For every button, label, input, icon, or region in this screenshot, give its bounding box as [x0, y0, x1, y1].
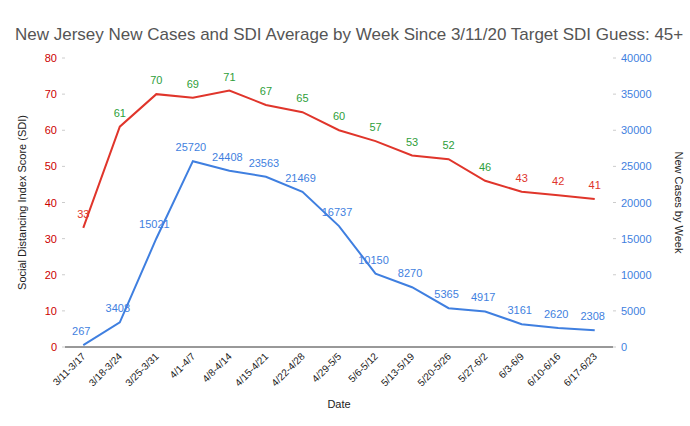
y-tick-label: 40 — [45, 197, 57, 209]
data-label: 24408 — [212, 151, 243, 163]
y2-tick-label: 30000 — [621, 124, 652, 136]
data-label: 46 — [479, 161, 491, 173]
data-label: 70 — [150, 74, 162, 86]
tick-mark — [613, 58, 616, 59]
tick-mark — [62, 166, 65, 167]
y2-tick-label: 15000 — [621, 233, 652, 245]
tick-mark — [613, 347, 616, 348]
x-axis-title: Date — [327, 398, 350, 410]
y2-tick-label: 5000 — [621, 305, 645, 317]
series-line — [83, 91, 594, 228]
y-tick-label: 0 — [51, 341, 57, 353]
tick-mark — [613, 166, 616, 167]
data-label: 71 — [223, 71, 235, 83]
data-label: 21469 — [285, 172, 316, 184]
tick-mark — [613, 238, 616, 239]
x-tick-label: 5/6-5/12 — [346, 350, 380, 384]
data-label: 65 — [296, 92, 308, 104]
y2-tick-label: 40000 — [621, 52, 652, 64]
tick-mark — [62, 130, 65, 131]
x-tick-label: 4/29-5/5 — [310, 350, 344, 384]
x-tick-label: 3/11-3/17 — [51, 350, 88, 387]
series-line — [83, 161, 594, 345]
y-axis-title: Social Distancing Index Score (SDI) — [16, 115, 28, 290]
data-label: 61 — [114, 107, 126, 119]
data-label: 33 — [77, 208, 89, 220]
data-labels: 33 61 70 69 71 67 65 60 57 53 52 46 43 42 41 267 3408 150… — [72, 71, 605, 338]
x-tick-label: 6/3-6/9 — [496, 350, 526, 380]
x-tick-label: 5/13-5/19 — [379, 350, 417, 388]
data-label: 53 — [406, 136, 418, 148]
data-label: 15021 — [139, 218, 170, 230]
y-tick-label: 70 — [45, 88, 57, 100]
chart: New Jersey New Cases and SDI Average by … — [0, 0, 690, 426]
x-tick-label: 4/15-4/21 — [233, 350, 271, 388]
x-tick-label: 4/22-4/28 — [269, 350, 307, 388]
tick-mark — [613, 274, 616, 275]
y2-tick-label: 10000 — [621, 269, 652, 281]
y2-tick-label: 0 — [621, 341, 627, 353]
y-tick-label: 80 — [45, 52, 57, 64]
data-label: 10150 — [358, 254, 389, 266]
title: New Jersey New Cases and SDI Average by … — [15, 25, 683, 44]
tick-mark — [62, 58, 65, 59]
data-label: 25720 — [176, 141, 207, 153]
x-axis — [65, 347, 613, 348]
data-label: 23563 — [249, 157, 280, 169]
x-tick-label: 6/10-6/16 — [525, 350, 563, 388]
data-label: 41 — [589, 179, 601, 191]
data-label: 2308 — [580, 310, 604, 322]
tick-mark — [62, 94, 65, 95]
data-label: 4917 — [471, 291, 495, 303]
x-tick-label: 6/17-6/23 — [561, 350, 599, 388]
data-label: 69 — [187, 78, 199, 90]
y-tick-label: 20 — [45, 269, 57, 281]
x-tick-label: 5/20-5/26 — [415, 350, 453, 388]
data-label: 67 — [260, 85, 272, 97]
tick-mark — [62, 238, 65, 239]
data-label: 3161 — [507, 304, 531, 316]
tick-mark — [613, 310, 616, 311]
data-label: 60 — [333, 110, 345, 122]
tick-mark — [613, 202, 616, 203]
data-label: 52 — [442, 139, 454, 151]
x-tick-label: 5/27-6/2 — [456, 350, 490, 384]
x-tick-label: 3/18-3/24 — [87, 350, 125, 388]
data-label: 267 — [72, 325, 90, 337]
y2-tick-label: 20000 — [621, 197, 652, 209]
y-tick-label: 10 — [45, 305, 57, 317]
y-tick-label: 50 — [45, 160, 57, 172]
y2-axis-title: New Cases by Week — [673, 152, 685, 254]
data-label: 8270 — [398, 267, 422, 279]
data-label: 16737 — [322, 206, 353, 218]
tick-mark — [613, 130, 616, 131]
data-label: 3408 — [106, 302, 130, 314]
plot-area — [83, 91, 594, 346]
data-label: 2620 — [544, 308, 568, 320]
x-tick-label: 3/25-3/31 — [123, 350, 161, 388]
tick-mark — [62, 202, 65, 203]
data-label: 5365 — [434, 288, 458, 300]
y2-tick-label: 25000 — [621, 160, 652, 172]
y-tick-label: 30 — [45, 233, 57, 245]
data-label: 42 — [552, 175, 564, 187]
data-label: 43 — [516, 172, 528, 184]
y2-tick-label: 35000 — [621, 88, 652, 100]
data-label: 57 — [369, 121, 381, 133]
tick-mark — [62, 347, 65, 348]
tick-mark — [62, 310, 65, 311]
tick-mark — [613, 94, 616, 95]
x-tick-label: 4/1-4/7 — [167, 350, 197, 380]
x-tick-label: 4/8-4/14 — [200, 350, 234, 384]
tick-mark — [62, 274, 65, 275]
y-tick-label: 60 — [45, 124, 57, 136]
